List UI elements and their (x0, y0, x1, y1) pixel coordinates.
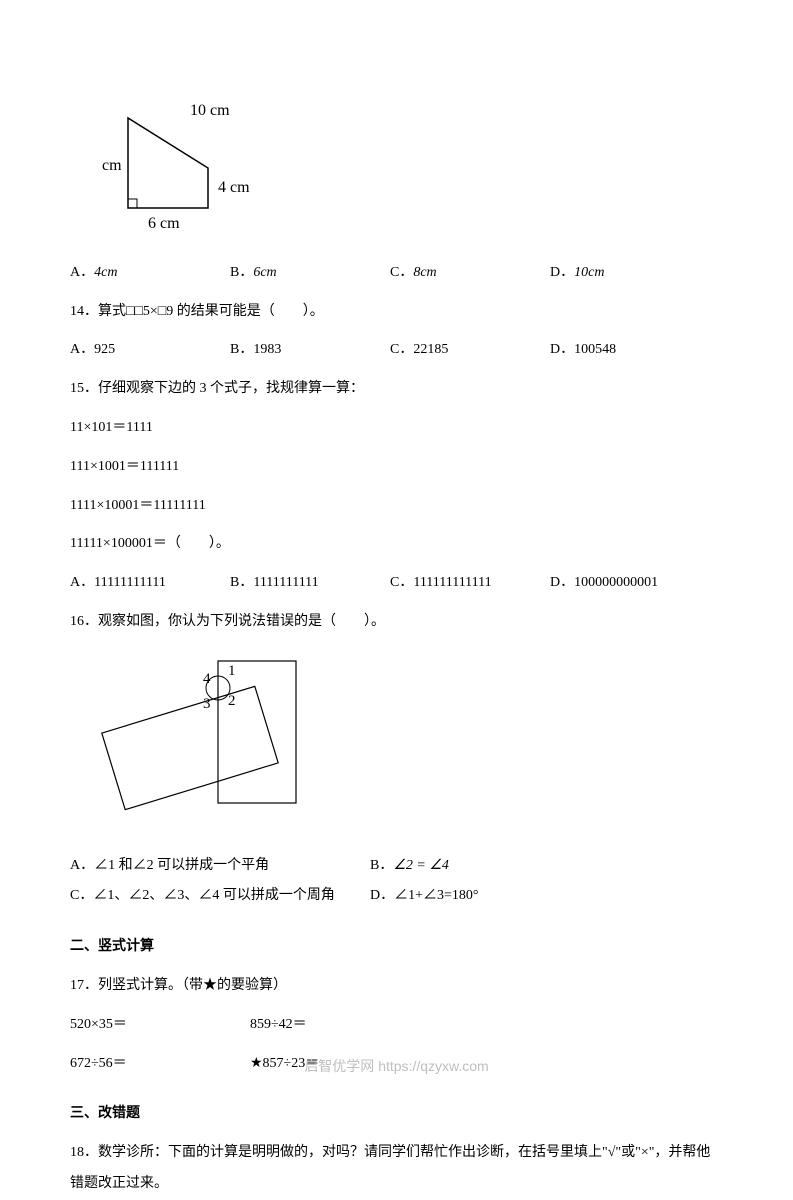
q16-text: 16．观察如图，你认为下列说法错误的是（ ）。 (70, 607, 723, 638)
q14-option-b: B．1983 (230, 335, 390, 366)
option-value: 10 (574, 265, 588, 280)
q15-option-c: C．111111111111 (390, 568, 550, 599)
q15-eq1: 11×101＝1111 (70, 413, 723, 444)
q14-text: 14．算式□□5×□9 的结果可能是（ ）。 (70, 297, 723, 328)
option-unit: cm (588, 265, 604, 280)
option-unit: cm (260, 265, 276, 280)
q13-option-a: A．4cm (70, 258, 230, 289)
q16-option-c: C．∠1、∠2、∠3、∠4 可以拼成一个周角 (70, 881, 370, 912)
trapezoid-figure: 10 cm 8 cm 4 cm 6 cm (100, 100, 723, 248)
q16-option-a: A．∠1 和∠2 可以拼成一个平角 (70, 851, 370, 882)
trapezoid-right-label: 4 cm (218, 179, 250, 196)
section3-header: 三、改错题 (70, 1099, 723, 1130)
q16-option-d: D．∠1+∠3=180° (370, 881, 670, 912)
q16-option-b: B．∠2 = ∠4 (370, 851, 670, 882)
section2-header: 二、竖式计算 (70, 932, 723, 963)
q13-options: A．4cm B．6cm C．8cm D．10cm (70, 258, 723, 289)
q13-option-c: C．8cm (390, 258, 550, 289)
q14-option-d: D．100548 (550, 335, 710, 366)
q17-calc-row1: 520×35＝ 859÷42＝ (70, 1010, 723, 1041)
q13-option-b: B．6cm (230, 258, 390, 289)
q13-option-d: D．10cm (550, 258, 710, 289)
trapezoid-top-label: 10 cm (190, 102, 230, 119)
q15-option-d: D．100000000001 (550, 568, 710, 599)
q18-text: 18．数学诊所：下面的计算是明明做的，对吗？请同学们帮忙作出诊断，在括号里填上"… (70, 1138, 723, 1200)
angle-label-3: 3 (203, 696, 211, 712)
option-unit: cm (420, 265, 436, 280)
q15-option-a: A．11111111111 (70, 568, 230, 599)
q15-option-b: B．1111111111 (230, 568, 390, 599)
option-unit: cm (101, 265, 117, 280)
q14-option-a: A．925 (70, 335, 230, 366)
q14-options: A．925 B．1983 C．22185 D．100548 (70, 335, 723, 366)
footer-text: 启智优学网 https://qzyxw.com (0, 1051, 793, 1082)
option-math: ∠2 = ∠4 (393, 858, 449, 873)
angle-label-4: 4 (203, 671, 211, 687)
angle-label-2: 2 (228, 693, 236, 709)
q15-eq3: 1111×10001＝11111111 (70, 491, 723, 522)
q15-eq2: 111×1001＝111111 (70, 452, 723, 483)
q15-options: A．11111111111 B．1111111111 C．11111111111… (70, 568, 723, 599)
angle-figure: 1 2 3 4 (100, 653, 723, 836)
trapezoid-svg: 10 cm 8 cm 4 cm 6 cm (100, 100, 280, 235)
angle-label-1: 1 (228, 663, 236, 679)
q17-text: 17．列竖式计算。（带★的要验算） (70, 971, 723, 1002)
q15-text: 15．仔细观察下边的 3 个式子，找规律算一算： (70, 374, 723, 405)
angle-svg: 1 2 3 4 (100, 653, 330, 823)
q17-calc2: 859÷42＝ (250, 1010, 430, 1041)
trapezoid-bottom-label: 6 cm (148, 215, 180, 232)
q16-options-row1: A．∠1 和∠2 可以拼成一个平角 B．∠2 = ∠4 (70, 851, 723, 882)
trapezoid-left-label: 8 cm (100, 157, 122, 174)
q15-eq4: 11111×100001＝（ ）。 (70, 529, 723, 560)
q16-options-row2: C．∠1、∠2、∠3、∠4 可以拼成一个周角 D．∠1+∠3=180° (70, 881, 723, 912)
option-prefix: D． (550, 265, 574, 280)
option-prefix: C． (390, 265, 413, 280)
option-prefix: B． (370, 858, 393, 873)
option-prefix: A． (70, 265, 94, 280)
q14-option-c: C．22185 (390, 335, 550, 366)
q17-calc1: 520×35＝ (70, 1010, 250, 1041)
option-prefix: B． (230, 265, 253, 280)
